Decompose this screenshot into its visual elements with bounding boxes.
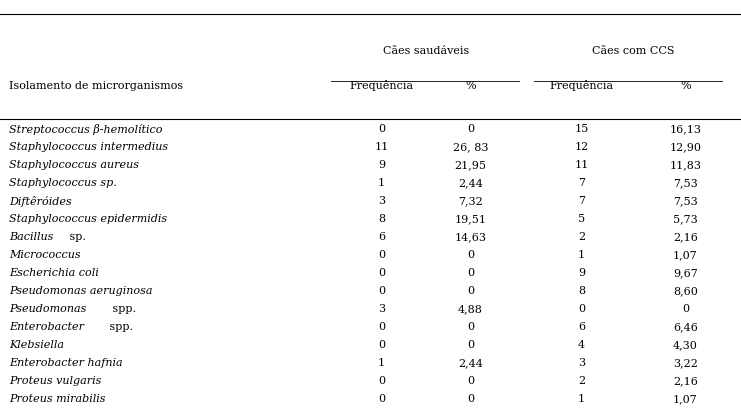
Text: 2,16: 2,16 bbox=[673, 376, 698, 387]
Text: 0: 0 bbox=[467, 322, 474, 333]
Text: 11: 11 bbox=[374, 142, 389, 153]
Text: 2,44: 2,44 bbox=[458, 178, 483, 189]
Text: spp.: spp. bbox=[109, 304, 136, 315]
Text: 9: 9 bbox=[578, 268, 585, 279]
Text: Escherichia coli: Escherichia coli bbox=[9, 268, 99, 279]
Text: spp.: spp. bbox=[106, 322, 133, 333]
Text: 16,13: 16,13 bbox=[669, 124, 702, 135]
Text: Staphylococcus sp.: Staphylococcus sp. bbox=[9, 178, 116, 189]
Text: 0: 0 bbox=[467, 124, 474, 135]
Text: 1: 1 bbox=[378, 358, 385, 369]
Text: 21,95: 21,95 bbox=[454, 160, 487, 171]
Text: 1,07: 1,07 bbox=[673, 250, 698, 261]
Text: 0: 0 bbox=[378, 376, 385, 387]
Text: 5: 5 bbox=[578, 214, 585, 225]
Text: 7,53: 7,53 bbox=[673, 178, 698, 189]
Text: 0: 0 bbox=[467, 250, 474, 261]
Text: 6,46: 6,46 bbox=[673, 322, 698, 333]
Text: 11: 11 bbox=[574, 160, 589, 171]
Text: 0: 0 bbox=[467, 268, 474, 279]
Text: 0: 0 bbox=[378, 268, 385, 279]
Text: 9: 9 bbox=[378, 160, 385, 171]
Text: Isolamento de microrganismos: Isolamento de microrganismos bbox=[9, 81, 183, 91]
Text: 12: 12 bbox=[574, 142, 589, 153]
Text: 3: 3 bbox=[378, 196, 385, 207]
Text: 4,30: 4,30 bbox=[673, 340, 698, 351]
Text: 7,32: 7,32 bbox=[458, 196, 483, 207]
Text: 0: 0 bbox=[378, 340, 385, 351]
Text: 26, 83: 26, 83 bbox=[453, 142, 488, 153]
Text: Cães com CCS: Cães com CCS bbox=[592, 46, 675, 56]
Text: Bacillus: Bacillus bbox=[9, 232, 53, 243]
Text: 1: 1 bbox=[378, 178, 385, 189]
Text: 14,63: 14,63 bbox=[454, 232, 487, 243]
Text: 6: 6 bbox=[378, 232, 385, 243]
Text: 0: 0 bbox=[682, 304, 689, 315]
Text: 3,22: 3,22 bbox=[673, 358, 698, 369]
Text: Micrococcus: Micrococcus bbox=[9, 250, 81, 261]
Text: Staphylococcus aureus: Staphylococcus aureus bbox=[9, 160, 139, 171]
Text: Enterobacter hafnia: Enterobacter hafnia bbox=[9, 358, 122, 369]
Text: 3: 3 bbox=[578, 358, 585, 369]
Text: 0: 0 bbox=[378, 286, 385, 297]
Text: 0: 0 bbox=[467, 376, 474, 387]
Text: sp.: sp. bbox=[66, 232, 86, 243]
Text: 7: 7 bbox=[578, 178, 585, 189]
Text: Enterobacter: Enterobacter bbox=[9, 322, 84, 333]
Text: 2: 2 bbox=[578, 232, 585, 243]
Text: 2,44: 2,44 bbox=[458, 358, 483, 369]
Text: 8: 8 bbox=[578, 286, 585, 297]
Text: %: % bbox=[465, 81, 476, 91]
Text: 15: 15 bbox=[574, 124, 589, 135]
Text: Staphylococcus epidermidis: Staphylococcus epidermidis bbox=[9, 214, 167, 225]
Text: 0: 0 bbox=[467, 340, 474, 351]
Text: 11,83: 11,83 bbox=[669, 160, 702, 171]
Text: 2,16: 2,16 bbox=[673, 232, 698, 243]
Text: 0: 0 bbox=[467, 394, 474, 405]
Text: 5,73: 5,73 bbox=[673, 214, 698, 225]
Text: 19,51: 19,51 bbox=[454, 214, 487, 225]
Text: Streptococcus β-hemolítico: Streptococcus β-hemolítico bbox=[9, 124, 162, 135]
Text: 4,88: 4,88 bbox=[458, 304, 483, 315]
Text: 1,07: 1,07 bbox=[673, 394, 698, 405]
Text: 0: 0 bbox=[378, 322, 385, 333]
Text: Proteus mirabilis: Proteus mirabilis bbox=[9, 394, 105, 405]
Text: 7,53: 7,53 bbox=[673, 196, 698, 207]
Text: 0: 0 bbox=[467, 286, 474, 297]
Text: 4: 4 bbox=[578, 340, 585, 351]
Text: 7: 7 bbox=[578, 196, 585, 207]
Text: 3: 3 bbox=[378, 304, 385, 315]
Text: 6: 6 bbox=[578, 322, 585, 333]
Text: Proteus vulgaris: Proteus vulgaris bbox=[9, 376, 102, 387]
Text: 1: 1 bbox=[578, 394, 585, 405]
Text: 1: 1 bbox=[578, 250, 585, 261]
Text: 12,90: 12,90 bbox=[669, 142, 702, 153]
Text: 8,60: 8,60 bbox=[673, 286, 698, 297]
Text: Frequência: Frequência bbox=[350, 81, 413, 91]
Text: 0: 0 bbox=[578, 304, 585, 315]
Text: Pseudomonas aeruginosa: Pseudomonas aeruginosa bbox=[9, 286, 153, 297]
Text: 0: 0 bbox=[378, 250, 385, 261]
Text: Diftêróides: Diftêróides bbox=[9, 196, 72, 207]
Text: 0: 0 bbox=[378, 394, 385, 405]
Text: Klebsiella: Klebsiella bbox=[9, 340, 64, 351]
Text: 8: 8 bbox=[378, 214, 385, 225]
Text: Pseudomonas: Pseudomonas bbox=[9, 304, 86, 315]
Text: %: % bbox=[680, 81, 691, 91]
Text: 0: 0 bbox=[378, 124, 385, 135]
Text: Cães saudáveis: Cães saudáveis bbox=[383, 46, 469, 56]
Text: Staphylococcus intermedius: Staphylococcus intermedius bbox=[9, 142, 168, 153]
Text: 2: 2 bbox=[578, 376, 585, 387]
Text: 9,67: 9,67 bbox=[673, 268, 698, 279]
Text: Frequência: Frequência bbox=[550, 81, 614, 91]
